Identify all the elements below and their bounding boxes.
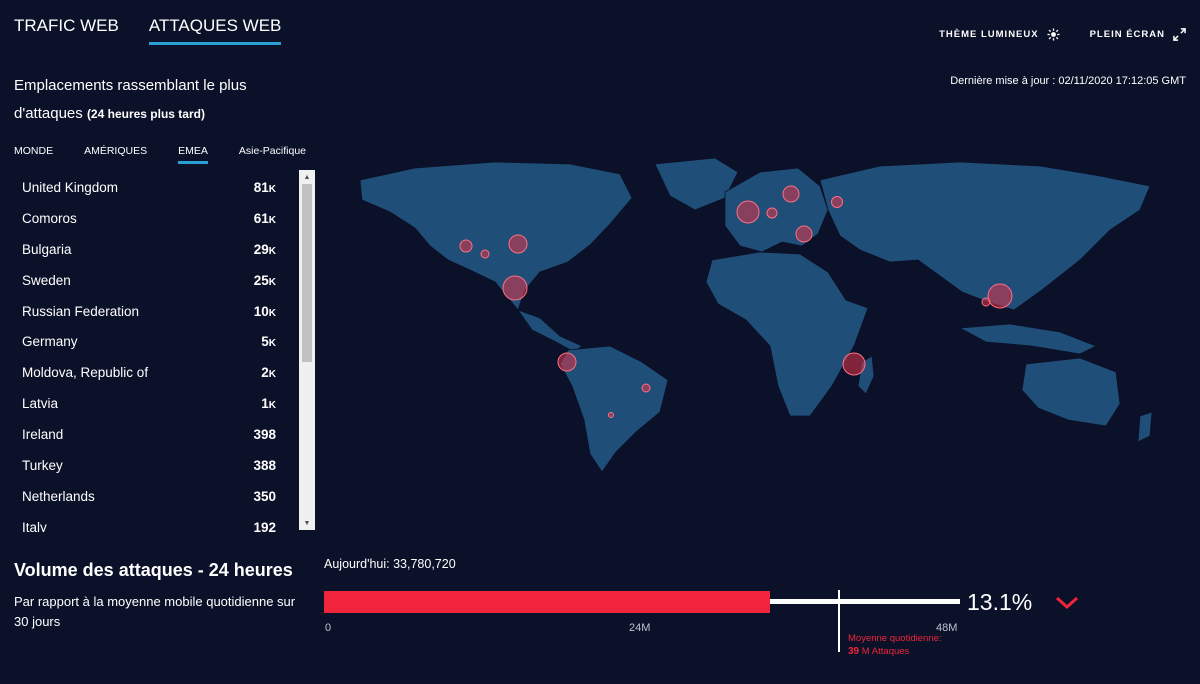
hotspot-united-kingdom xyxy=(736,200,760,224)
fullscreen-label: PLEIN ÉCRAN xyxy=(1089,29,1165,40)
tick-label-0: 0 xyxy=(325,622,332,634)
country-name: Latvia xyxy=(22,396,59,412)
hotspot-sweden xyxy=(782,185,800,203)
scroll-up-icon[interactable]: ▲ xyxy=(303,173,311,181)
list-item[interactable]: Ireland 398 xyxy=(14,419,298,450)
tick-label-48m: 48M xyxy=(936,622,958,634)
country-name: Moldova, Republic of xyxy=(22,365,149,381)
list-item[interactable]: United Kingdom 81K xyxy=(14,172,298,203)
hotspot-usa-southwest xyxy=(480,249,490,259)
hotspot-comoros xyxy=(842,352,866,376)
average-unit: M Attaques xyxy=(861,646,910,657)
region-tab-ameriques[interactable]: AMÉRIQUES xyxy=(84,145,148,157)
country-value: 5K xyxy=(261,334,276,350)
map-africa xyxy=(705,251,869,417)
list-item[interactable]: Germany 5K xyxy=(14,326,298,357)
country-value: 398 xyxy=(253,427,276,443)
country-value: 1K xyxy=(261,396,276,412)
world-map xyxy=(359,157,1153,473)
hotspot-mexico xyxy=(502,275,528,301)
country-name: Italy xyxy=(22,519,47,532)
list-item[interactable]: Sweden 25K xyxy=(14,265,298,296)
country-name: Sweden xyxy=(22,272,71,288)
country-value: 192 xyxy=(253,519,276,532)
hotspot-germany xyxy=(766,207,778,219)
top-controls: THÈME LUMINEUX PLEIN ÉCRAN xyxy=(939,28,1186,41)
last-update: Dernière mise à jour : 02/11/2020 17:12:… xyxy=(950,75,1186,87)
country-value: 388 xyxy=(253,457,276,473)
volume-bar-track xyxy=(770,599,960,604)
hotspot-usa-west xyxy=(459,239,473,253)
country-value: 29K xyxy=(253,241,276,257)
country-value: 10K xyxy=(253,303,276,319)
volume-description: Par rapport à la moyenne mobile quotidie… xyxy=(14,594,296,629)
hotspot-russia xyxy=(831,196,843,208)
map-asia xyxy=(819,161,1151,311)
region-tabs: MONDE AMÉRIQUES EMEA Asie-Pacifique xyxy=(14,145,306,164)
theme-toggle-label: THÈME LUMINEUX xyxy=(939,29,1039,40)
country-name: Ireland xyxy=(22,427,64,443)
map-south-america xyxy=(559,345,669,473)
hotspot-bulgaria xyxy=(795,225,813,243)
country-name: Bulgaria xyxy=(22,241,72,257)
country-name: United Kingdom xyxy=(22,179,119,195)
average-value: 39 xyxy=(848,646,860,657)
scroll-down-icon[interactable]: ▼ xyxy=(303,519,311,527)
average-marker xyxy=(838,590,840,652)
country-name: Russian Federation xyxy=(22,303,140,319)
list-item[interactable]: Moldova, Republic of 2K xyxy=(14,357,298,388)
fullscreen-button[interactable]: PLEIN ÉCRAN xyxy=(1090,28,1186,41)
list-item[interactable]: Comoros 61K xyxy=(14,203,298,234)
hotspot-thailand xyxy=(981,297,991,307)
list-item[interactable]: Italy 192 xyxy=(14,512,298,532)
map-north-america xyxy=(359,161,633,311)
list-item[interactable]: Bulgaria 29K xyxy=(14,234,298,265)
percent-change: 13.1% xyxy=(967,589,1033,615)
map-new-zealand xyxy=(1137,411,1153,443)
country-value: 81K xyxy=(253,179,276,195)
volume-bar-fill xyxy=(324,591,770,613)
country-value: 350 xyxy=(253,488,276,504)
country-name: Germany xyxy=(22,334,78,350)
tick-label-24m: 24M xyxy=(629,622,651,634)
region-tab-asie-pacifique[interactable]: Asie-Pacifique xyxy=(238,145,306,157)
list-item[interactable]: Russian Federation 10K xyxy=(14,296,298,327)
region-tab-emea[interactable]: EMEA xyxy=(178,145,208,164)
hotspot-usa-east xyxy=(508,234,528,254)
map-indonesia xyxy=(958,323,1097,355)
country-value: 61K xyxy=(253,210,276,226)
top-tabs: TRAFIC WEB ATTAQUES WEB xyxy=(14,16,282,45)
expand-icon xyxy=(1173,28,1186,41)
scroll-thumb[interactable] xyxy=(302,184,312,362)
map-central-america xyxy=(516,309,583,353)
chevron-down-icon xyxy=(1055,596,1079,610)
hotspot-vietnam xyxy=(987,283,1013,309)
list-item[interactable]: Netherlands 350 xyxy=(14,481,298,512)
country-value: 25K xyxy=(253,272,276,288)
section-subtitle: (24 heures plus tard) xyxy=(86,107,205,121)
list-scrollbar[interactable]: ▲ ▼ xyxy=(299,170,315,530)
average-label: Moyenne quotidienne: 39 M Attaques xyxy=(848,632,942,658)
hotspot-argentina xyxy=(608,412,614,418)
average-label-text: Moyenne quotidienne: xyxy=(848,633,942,644)
list-item[interactable]: Latvia 1K xyxy=(14,388,298,419)
hotspot-peru xyxy=(557,352,577,372)
country-name: Netherlands xyxy=(22,488,95,504)
country-list: United Kingdom 81K Comoros 61K Bulgaria 29K… xyxy=(14,172,298,532)
country-value: 2K xyxy=(261,365,276,381)
volume-title: Volume des attaques - 24 heures xyxy=(14,560,293,580)
section-title-text: Emplacements rassemblant le plus d'attaq… xyxy=(14,77,247,122)
hotspot-brazil xyxy=(641,383,651,393)
region-tab-monde[interactable]: MONDE xyxy=(14,145,54,157)
map-australia xyxy=(1021,357,1121,427)
country-name: Turkey xyxy=(22,457,63,473)
list-item[interactable]: Turkey 388 xyxy=(14,450,298,481)
theme-toggle-button[interactable]: THÈME LUMINEUX xyxy=(939,28,1060,41)
tab-attaques-web[interactable]: ATTAQUES WEB xyxy=(148,16,282,45)
today-label: Aujourd'hui: 33,780,720 xyxy=(324,557,456,571)
section-title: Emplacements rassemblant le plus d'attaq… xyxy=(14,72,314,128)
tab-trafic-web[interactable]: TRAFIC WEB xyxy=(14,16,119,35)
country-name: Comoros xyxy=(22,210,77,226)
sun-icon xyxy=(1047,28,1060,41)
